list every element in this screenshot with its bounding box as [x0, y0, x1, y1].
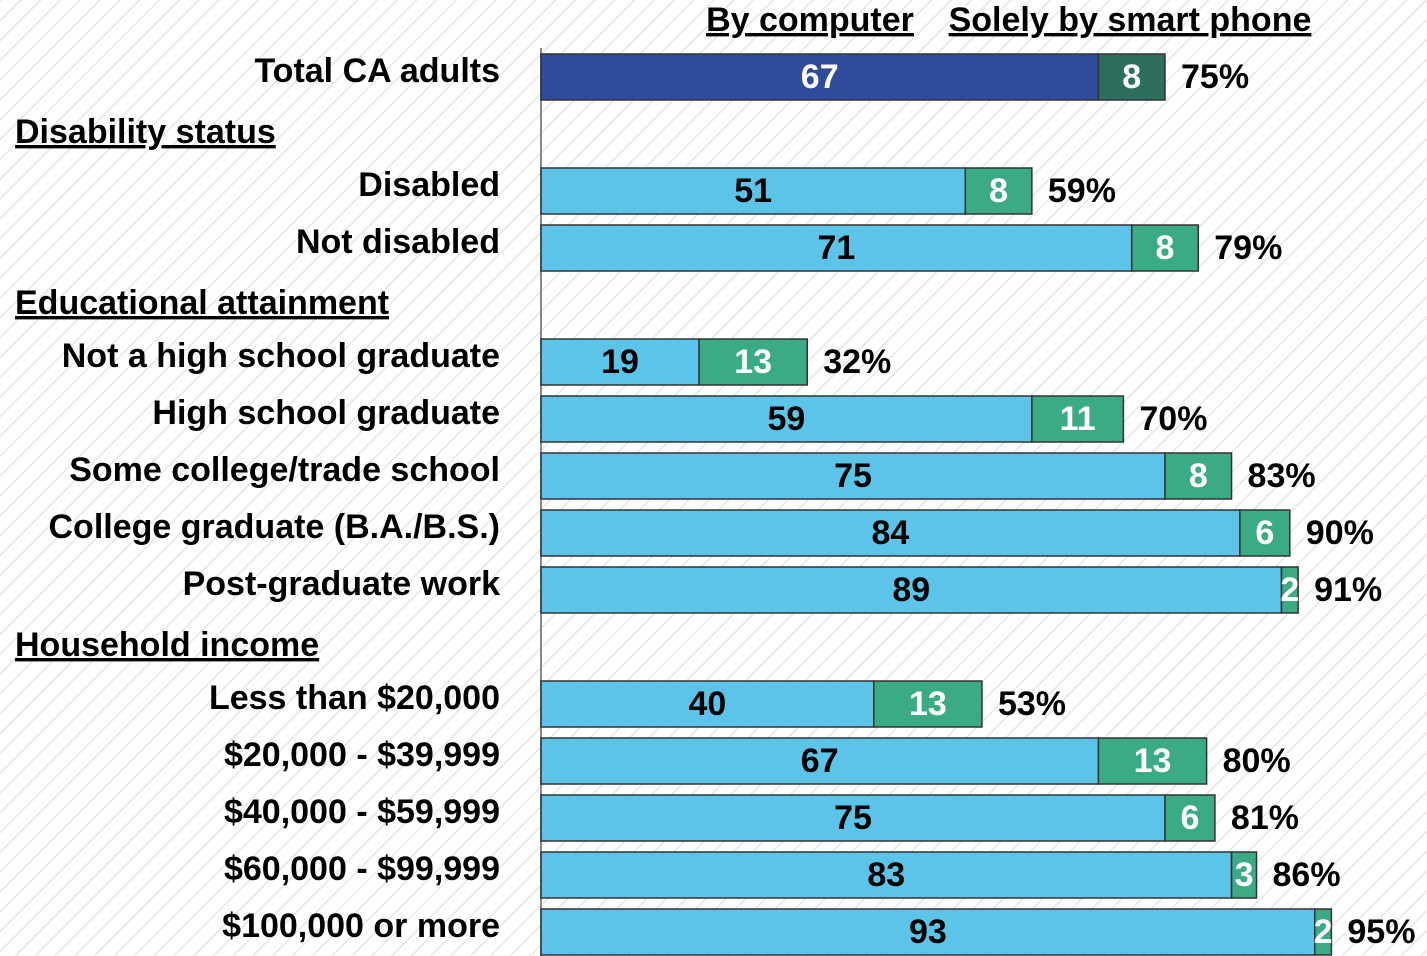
bar-segment	[540, 908, 1316, 956]
bar-segment	[1097, 53, 1166, 101]
bar-segment	[1239, 509, 1291, 557]
value-label: 67	[801, 742, 839, 780]
bar-segment	[1164, 794, 1216, 842]
bar-segment	[1164, 452, 1233, 500]
bar-segment	[540, 851, 1233, 899]
bar-segment	[540, 680, 875, 728]
total-label: 32%	[823, 343, 891, 381]
bar-segment	[1130, 224, 1200, 272]
value-label: 6	[1180, 799, 1199, 837]
value-label: 75	[834, 799, 872, 837]
section-header: Educational attainment	[15, 284, 389, 322]
category-label: Not disabled	[296, 223, 500, 261]
value-label: 6	[1255, 514, 1274, 552]
total-label: 81%	[1231, 799, 1299, 837]
section-header: Disability status	[15, 113, 276, 151]
category-label: Not a high school graduate	[62, 337, 500, 375]
value-label: 93	[909, 913, 947, 951]
bar-segment	[540, 224, 1133, 272]
total-label: 80%	[1223, 742, 1291, 780]
category-label: Post-graduate work	[183, 565, 500, 603]
category-label: High school graduate	[152, 394, 500, 432]
bar-segment	[698, 338, 808, 386]
value-label: 51	[734, 172, 772, 210]
total-label: 79%	[1214, 229, 1282, 267]
value-label: 71	[817, 229, 855, 267]
bar-segment	[1097, 737, 1208, 785]
category-label: Total CA adults	[254, 52, 500, 90]
value-label: 67	[801, 58, 839, 96]
bar-segment	[873, 680, 983, 728]
bar-segment	[540, 167, 967, 215]
category-label: Some college/trade school	[69, 451, 500, 489]
legend-label: By computer	[706, 1, 914, 39]
value-label: 8	[989, 172, 1008, 210]
section-header: Household income	[15, 626, 319, 664]
value-label: 8	[1156, 229, 1175, 267]
bar-segment	[540, 509, 1241, 557]
total-label: 91%	[1314, 571, 1382, 609]
value-label: 3	[1235, 856, 1254, 894]
total-label: 70%	[1139, 400, 1207, 438]
bar-segment	[1280, 566, 1299, 614]
value-label: 13	[1134, 742, 1172, 780]
value-label: 89	[892, 571, 930, 609]
total-label: 90%	[1306, 514, 1374, 552]
category-label: $60,000 - $99,999	[224, 850, 500, 888]
value-label: 2	[1280, 571, 1299, 609]
category-label: $40,000 - $59,999	[224, 793, 500, 831]
category-label: Disabled	[358, 166, 500, 204]
total-label: 83%	[1248, 457, 1316, 495]
value-label: 13	[909, 685, 947, 723]
total-label: 75%	[1181, 58, 1249, 96]
total-label: 95%	[1347, 913, 1415, 951]
total-label: 59%	[1048, 172, 1116, 210]
value-label: 83	[867, 856, 905, 894]
value-label: 75	[834, 457, 872, 495]
total-label: 53%	[998, 685, 1066, 723]
value-label: 40	[688, 685, 726, 723]
value-label: 13	[734, 343, 772, 381]
value-label: 59	[768, 400, 806, 438]
bar-segment	[1314, 908, 1333, 956]
legend-label: Solely by smart phone	[949, 1, 1312, 39]
bar-segment	[540, 395, 1033, 443]
value-label: 84	[872, 514, 910, 552]
category-label: College graduate (B.A./B.S.)	[49, 508, 501, 546]
bar-segment	[1230, 851, 1258, 899]
bar-segment	[964, 167, 1033, 215]
bar-segment	[540, 794, 1166, 842]
category-label: Less than $20,000	[209, 679, 500, 717]
bar-segment	[540, 53, 1100, 101]
bar-segment	[1031, 395, 1125, 443]
value-label: 19	[601, 343, 639, 381]
value-label: 8	[1122, 58, 1141, 96]
category-label: $100,000 or more	[222, 907, 500, 945]
category-label: $20,000 - $39,999	[224, 736, 500, 774]
total-label: 86%	[1273, 856, 1341, 894]
bar-segment	[540, 452, 1166, 500]
value-label: 2	[1314, 913, 1333, 951]
value-label: 11	[1060, 400, 1096, 438]
value-label: 8	[1189, 457, 1208, 495]
